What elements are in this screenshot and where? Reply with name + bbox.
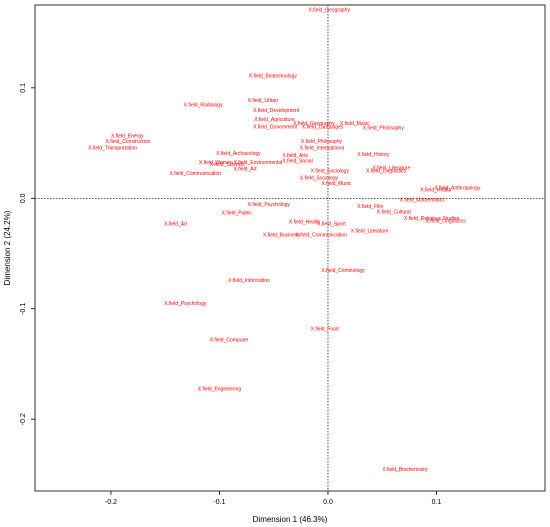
- point-label: X.field_Food: [311, 327, 339, 333]
- point-label: X.field_Linguistics: [366, 169, 407, 175]
- point-label: X.field_Sociology: [311, 169, 350, 175]
- point-label: X.field_Environmental: [234, 160, 283, 166]
- point-label: X.field_Social: [282, 159, 312, 165]
- point-label: X.field_Communication: [170, 171, 222, 177]
- point-label: X.field_Languages: [302, 125, 344, 131]
- point-label: X.field_International: [300, 145, 344, 151]
- point-label: X.field_Sport: [317, 222, 346, 228]
- point-label: X.field_Computer: [210, 338, 249, 344]
- point-label: X.field_Literature: [372, 165, 410, 171]
- point-label: X.field_Psychology: [248, 202, 291, 208]
- x-axis-title: Dimension 1 (46.3%): [253, 515, 328, 524]
- axes: [34, 4, 546, 492]
- x-tick-label: 0.0: [323, 499, 333, 506]
- point-label: X.field_Health: [289, 219, 320, 225]
- y-tick-label: -0.1: [20, 303, 27, 315]
- x-tick-label: 0.1: [432, 499, 442, 506]
- point-label: X.field_Film: [357, 204, 383, 210]
- point-label: X.field_Literature: [351, 228, 389, 234]
- point-label: X.field_Art: [164, 222, 188, 228]
- plot-frame: [34, 4, 546, 492]
- point-label: X.field_Art: [234, 166, 258, 172]
- point-label: X.field_Information: [228, 278, 270, 284]
- point-label: X.field_Health: [420, 187, 451, 193]
- point-label: X.field_Archaeology: [216, 151, 261, 157]
- point-label: X.field_Communication: [295, 233, 347, 239]
- point-labels: X.field_Geography X.field_Biotechnology X.…: [88, 7, 481, 472]
- point-label: X.field_Arts: [282, 153, 308, 159]
- point-label: X.field_Linguistics: [426, 218, 467, 224]
- point-label: X.field_Business: [263, 233, 300, 239]
- point-label: X.field_Religious Studies: [404, 216, 460, 222]
- point-label: X.field_Geography: [293, 121, 335, 127]
- y-tick-label: 0.1: [20, 83, 27, 93]
- point-label: X.field_Agriculture: [254, 117, 295, 123]
- point-label: X.field_Sociology: [300, 175, 339, 181]
- point-label: X.field_Transportation: [88, 145, 137, 151]
- point-label: X.field_Anthropology: [434, 185, 481, 191]
- point-label: X.field_History: [357, 152, 390, 158]
- point-label: X.field_Biochemistry: [382, 467, 428, 473]
- x-tick-label: -0.2: [105, 499, 117, 506]
- point-label: X.field_Government: [253, 125, 298, 131]
- point-label: X.field_Construction: [106, 139, 151, 145]
- point-label: X.field_Mathematics: [400, 197, 446, 203]
- point-label: X.field_Urban: [248, 98, 279, 104]
- point-label: X.field_Philosophy: [363, 126, 405, 132]
- point-label: X.field_Engineering: [198, 386, 242, 392]
- y-tick-label: 0.0: [20, 193, 27, 203]
- point-label: X.field_Music: [340, 121, 370, 127]
- point-label: X.field_Energy: [111, 133, 144, 139]
- point-label: X.field_Public: [222, 211, 253, 217]
- x-tick-label: -0.1: [213, 499, 225, 506]
- point-label: X.field_Science: [210, 162, 245, 168]
- point-label: X.field_Psychology: [164, 301, 207, 307]
- point-label: X.field_Radiology: [184, 102, 223, 108]
- y-tick-label: -0.2: [20, 413, 27, 425]
- point-label: X.field_Criminology: [321, 268, 365, 274]
- point-label: X.field_Geography: [308, 7, 350, 13]
- y-axis-title: Dimension 2 (24.2%): [3, 210, 12, 285]
- point-label: X.field_Development: [253, 108, 300, 114]
- point-label: X.field_Philosophy: [301, 139, 343, 145]
- point-label: X.field_Music: [321, 181, 351, 187]
- point-label: X.field_Biotechnology: [249, 74, 298, 80]
- axis-ticks: -0.2 -0.1 0.0 0.1 0.1 0.0 -0.1 -0.2: [20, 83, 441, 506]
- point-label: X.field_Cultural: [377, 210, 411, 216]
- point-label: X.field_Women: [199, 160, 233, 166]
